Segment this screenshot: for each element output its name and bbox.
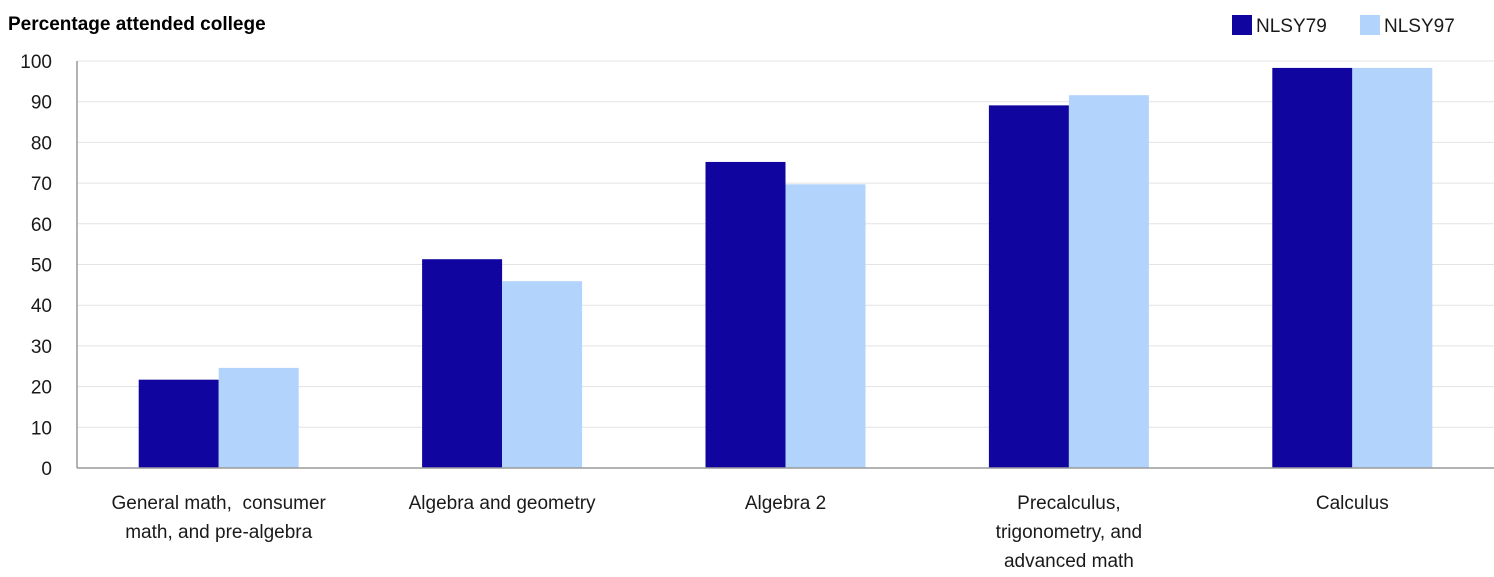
y-axis-ticks: 0 10 20 30 40 50 60 70 80 90 100 bbox=[20, 52, 52, 480]
y-tick-label: 50 bbox=[31, 256, 52, 277]
bar-nlsy79-3 bbox=[988, 105, 1069, 468]
bar-nlsy79-2 bbox=[705, 161, 786, 468]
y-tick-label: 20 bbox=[31, 378, 52, 399]
y-axis-title: Percentage attended college bbox=[8, 14, 266, 35]
y-tick-label: 70 bbox=[31, 174, 52, 195]
x-category-label: trigonometry, and bbox=[996, 522, 1142, 543]
legend-swatch-nlsy79 bbox=[1232, 15, 1252, 35]
x-category-label: math, and pre-algebra bbox=[125, 522, 312, 543]
bar-nlsy79-4 bbox=[1272, 67, 1353, 468]
y-tick-label: 0 bbox=[41, 459, 52, 480]
y-tick-label: 40 bbox=[31, 296, 52, 317]
bar-nlsy97-2 bbox=[785, 184, 866, 469]
legend-swatch-nlsy97 bbox=[1360, 15, 1380, 35]
y-tick-label: 100 bbox=[20, 52, 52, 73]
x-axis-categories: General math, consumer math, and pre-alge… bbox=[112, 493, 1389, 572]
y-tick-label: 80 bbox=[31, 133, 52, 154]
x-category-label: Algebra and geometry bbox=[409, 493, 596, 514]
legend-label-nlsy79: NLSY79 bbox=[1256, 16, 1327, 37]
x-category-label: advanced math bbox=[1004, 551, 1134, 572]
bar-nlsy97-1 bbox=[502, 281, 583, 468]
bars bbox=[138, 67, 1433, 469]
x-category-label: Precalculus, bbox=[1017, 493, 1121, 514]
legend-label-nlsy97: NLSY97 bbox=[1384, 16, 1455, 37]
y-tick-label: 30 bbox=[31, 337, 52, 358]
x-category-label: Calculus bbox=[1316, 493, 1389, 514]
x-category-label: Algebra 2 bbox=[745, 493, 826, 514]
bar-nlsy97-3 bbox=[1068, 95, 1149, 469]
bar-nlsy97-0 bbox=[218, 367, 299, 468]
bar-nlsy97-4 bbox=[1352, 67, 1433, 468]
x-category-label: General math, consumer bbox=[112, 493, 327, 514]
y-tick-label: 10 bbox=[31, 418, 52, 439]
legend: NLSY79 NLSY97 bbox=[1232, 15, 1455, 37]
y-tick-label: 60 bbox=[31, 215, 52, 236]
bar-nlsy79-0 bbox=[138, 379, 219, 468]
bar-nlsy79-1 bbox=[422, 259, 503, 468]
y-tick-label: 90 bbox=[31, 93, 52, 114]
